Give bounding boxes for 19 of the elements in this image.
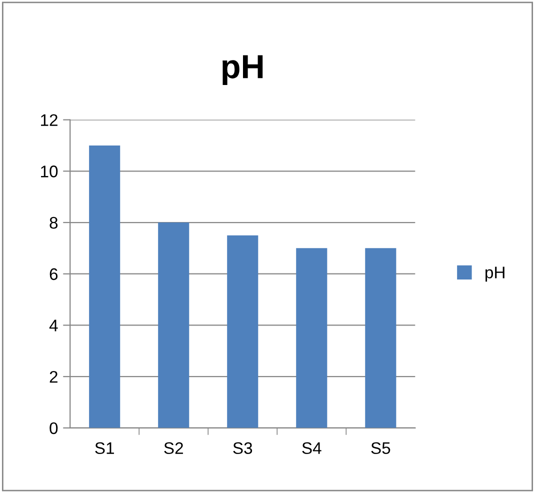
bar (296, 248, 328, 428)
x-tick-label: S2 (164, 442, 183, 454)
x-tick-label: S3 (233, 442, 252, 454)
bar (158, 222, 190, 428)
y-tick-label: 10 (41, 166, 58, 178)
y-tick-label: 2 (50, 370, 58, 383)
x-tick-label: S5 (371, 442, 390, 454)
y-tick-label: 12 (41, 114, 58, 126)
y-tick-label: 4 (49, 320, 58, 332)
legend-label: pH (486, 266, 504, 282)
bar (365, 248, 396, 428)
x-tick-label: S4 (302, 442, 322, 454)
y-tick-label: 6 (50, 268, 58, 280)
y-tick-label: 8 (50, 216, 58, 229)
chart-title: pH (222, 55, 263, 86)
y-tick-label: 0 (50, 422, 58, 434)
bar (89, 145, 120, 428)
bar (227, 235, 258, 428)
x-tick-label: S1 (95, 442, 114, 454)
